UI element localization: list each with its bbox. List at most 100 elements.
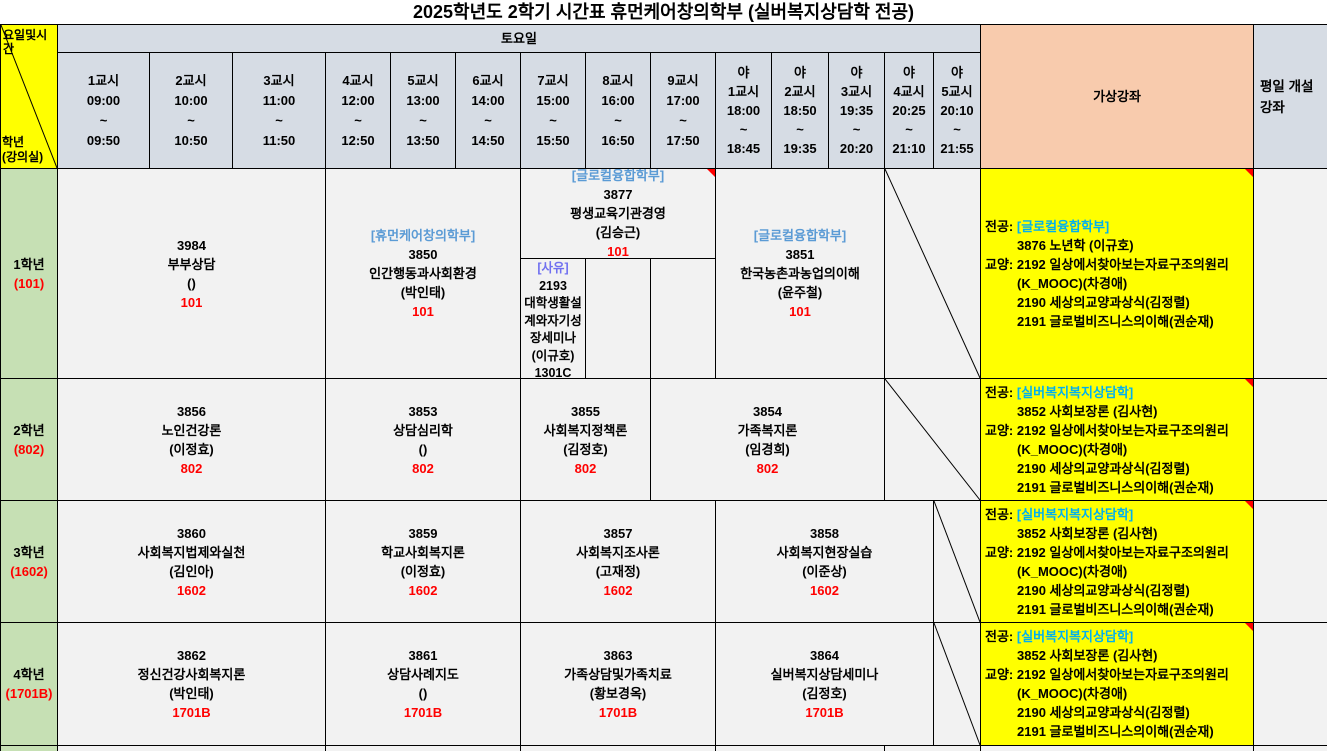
text-line: 3863 [603, 648, 633, 663]
empty-cell-partial [520, 745, 716, 751]
virtual-lecture-cell: 전공: [실버복지복지상담학] 3852 사회보장론 (김사현) 교양: 2192 … [980, 378, 1254, 501]
page-title: 2025학년도 2학기 시간표 휴먼케어창의학부 (실버복지상담학 전공) [412, 2, 915, 22]
text-line: 12:50 [341, 132, 375, 148]
text-line: (황보경옥) [589, 686, 647, 701]
virtual-lecture-line: 3852 사회보장론 (김사현) [1017, 648, 1158, 663]
text-line: (1602) [10, 563, 48, 579]
text-line: 1교시 [727, 84, 760, 99]
course-cell: 3859 학교사회복지론 (이정효) 1602 [325, 500, 521, 623]
virtual-lecture-line: 교양: 2192 일상에서찾아보는자료구조의원리 [985, 422, 1229, 438]
text-line: ~ [275, 112, 283, 128]
virtual-lecture-line: 3852 사회보장론 (김사현) [1017, 525, 1158, 541]
comment-marker-icon [1245, 623, 1253, 631]
text-line: 1602 [408, 582, 438, 598]
empty-cell [1253, 500, 1327, 623]
text-line: ~ [549, 112, 557, 128]
text-line: ~ [852, 122, 861, 137]
virtual-lecture-cell: 전공: [실버복지복지상담학] 3852 사회보장론 (김사현) 교양: 2192 … [980, 500, 1254, 623]
course-cell: 3856 노인건강론 (이정효) 802 [57, 378, 326, 501]
text-line: ~ [419, 112, 427, 128]
text-line: (김정호) [563, 441, 608, 457]
period-header: 9교시 17:00 ~17:50 [650, 52, 716, 169]
text-line: ~ [953, 122, 961, 137]
empty-cell [585, 258, 651, 379]
diagonal-line [934, 501, 980, 622]
text-line: ~ [99, 112, 108, 128]
text-line: 4학년 [13, 667, 45, 682]
virtual-lecture-line: (K_MOOC)(차경애) [1017, 686, 1128, 701]
text-line: 21:55 [940, 141, 974, 156]
virtual-lecture-line: 2190 세상의교양과상식(김정렬) [1017, 460, 1190, 476]
text-line: 20:10 [940, 103, 974, 118]
text-line: () [418, 441, 428, 457]
text-line: 2학년 [13, 422, 45, 438]
empty-cell [1253, 378, 1327, 501]
text-line: (802) [13, 441, 45, 457]
course-cell: 3984 부부상담 () 101 [57, 168, 326, 379]
course-cell: 3863 가족상담및가족치료 (황보경옥) 1701B [520, 622, 716, 746]
virtual-lecture-line: 2190 세상의교양과상식(김정렬) [1017, 582, 1190, 598]
text-line: 802 [756, 460, 779, 476]
text-line: 1701B [598, 705, 638, 720]
text-line: 가족상담및가족치료 [564, 667, 672, 682]
text-line: 야 [903, 65, 915, 80]
course-cell: 3862 정신건강사회복지론 (박인태) 1701B [57, 622, 326, 746]
text-line: 19:35 [783, 141, 817, 156]
course-cell: 3861 상담사례지도 () 1701B [325, 622, 521, 746]
text-line: [글로컬융합학부] [753, 228, 847, 243]
text-line: 3학년 [13, 544, 45, 560]
virtual-lecture-line: 교양: 2192 일상에서찾아보는자료구조의원리 [985, 667, 1229, 682]
text-line: 사회복지법제와실천 [137, 544, 246, 560]
text-line: 16:00 [601, 92, 635, 108]
virtual-lecture-line: 2191 글로벌비즈니스의이해(권순재) [1017, 724, 1214, 739]
text-line: 3교시 [840, 84, 873, 99]
text-line: 20:25 [892, 103, 926, 118]
text-line: 1602 [177, 582, 206, 598]
text-line: 11:00 [262, 92, 296, 108]
course-cell: [글로컬융합학부] 3877 평생교육기관경영 (김승근) 101 [520, 168, 716, 259]
text-line: 1701B [403, 705, 443, 720]
empty-diagonal-cell [933, 622, 981, 746]
text-line: 가상강좌 [1093, 88, 1141, 104]
empty-cell [1253, 622, 1327, 746]
period-header: 야 1교시 18:00 ~18:45 [715, 52, 772, 169]
text-line: 1602 [810, 582, 839, 598]
text-line: 13:00 [406, 92, 440, 108]
text-line: 3858 [810, 525, 839, 541]
comment-marker-icon [1245, 501, 1253, 509]
text-line: 1학년 [13, 256, 45, 272]
text-line: 야 [794, 65, 806, 80]
text-line: ~ [796, 122, 804, 137]
text-line: 10:00 [174, 92, 208, 108]
course-cell: [사유] 2193 대학생활설계와자기성장세미나 (이규호) 1301C [520, 258, 586, 380]
text-line: (101) [13, 275, 45, 291]
text-line: 평일 개설 강좌 [1260, 78, 1314, 115]
text-line: 5교시 [407, 72, 439, 88]
text-line: 4교시 [342, 72, 374, 88]
text-line: (박인태) [169, 686, 214, 701]
text-line: 3861 [408, 648, 438, 663]
text-line: 3984 [177, 237, 206, 253]
text-line: (박인태) [400, 285, 446, 300]
text-line: 평생교육기관경영 [570, 206, 666, 221]
comment-marker-icon [707, 169, 715, 177]
grade-cell-partial [0, 745, 58, 751]
text-line: (김인아) [169, 563, 214, 579]
text-line: 3851 [785, 247, 815, 262]
text-line: ~ [905, 122, 913, 137]
text-line: (이규호) [531, 348, 575, 363]
text-line: 사회복지조사론 [576, 544, 660, 560]
weekday-lectures-header: 평일 개설 강좌 [1253, 24, 1327, 169]
virtual-lecture-line: 3876 노년학 (이규호) [1017, 237, 1134, 253]
text-line: 3864 [810, 648, 839, 663]
empty-cell-partial [57, 745, 326, 751]
text-line: 18:50 [783, 103, 817, 118]
empty-diagonal-cell [884, 378, 981, 501]
period-header: 5교시 13:00 ~13:50 [390, 52, 456, 169]
period-header: 6교시 14:00 ~14:50 [455, 52, 521, 169]
text-line: 6교시 [472, 72, 504, 88]
text-line: 3857 [603, 525, 633, 541]
virtual-lecture-line: 교양: 2192 일상에서찾아보는자료구조의원리 [985, 544, 1229, 560]
period-header: 야 3교시 19:35 ~20:20 [828, 52, 885, 169]
text-line: 10:50 [174, 132, 208, 148]
